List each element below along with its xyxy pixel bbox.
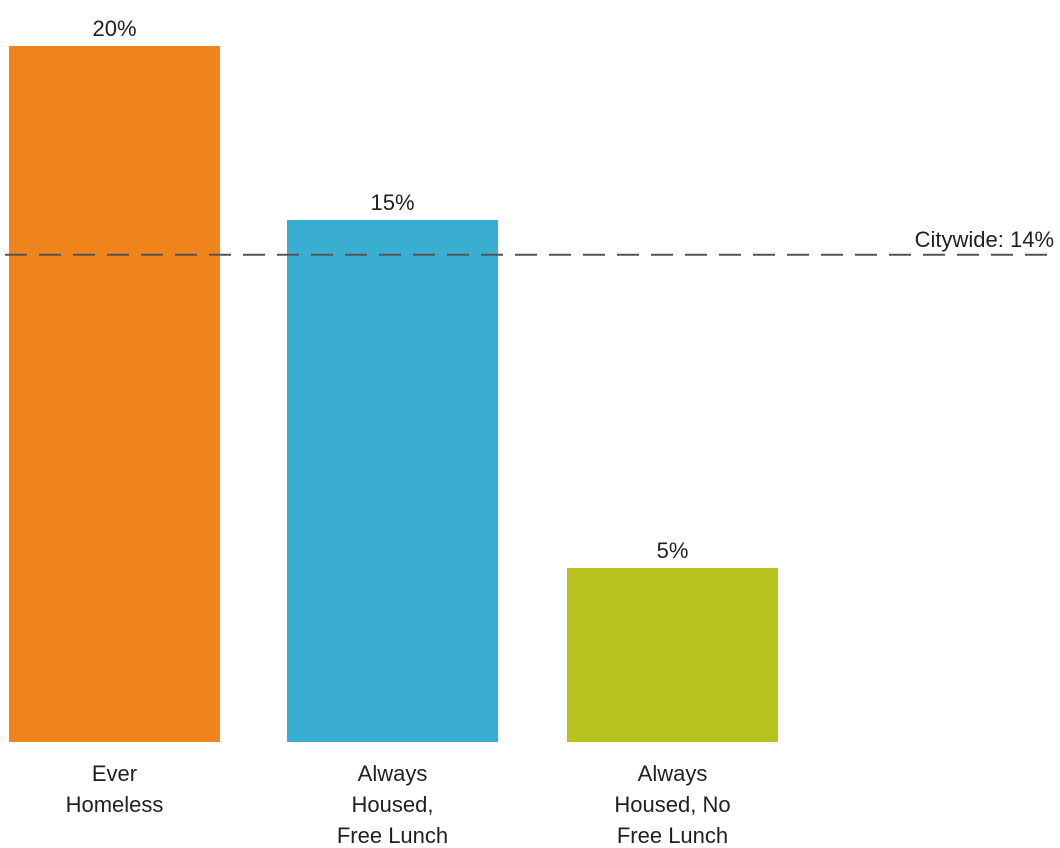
value-labels-group: 20% 15% 5%: [92, 16, 688, 563]
category-label-2-line-1: Always: [358, 761, 428, 786]
category-label-2-line-2: Housed,: [352, 792, 434, 817]
category-label-3-line-1: Always: [638, 761, 708, 786]
bar-1: [9, 46, 220, 742]
bars-group: [9, 46, 778, 742]
category-labels-group: Ever Homeless Always Housed, Free Lunch Alway…: [66, 761, 731, 848]
bar-2: [287, 220, 498, 742]
value-label-3: 5%: [657, 538, 689, 563]
category-label-1-line-1: Ever: [92, 761, 137, 786]
category-label-2-line-3: Free Lunch: [337, 823, 448, 848]
category-label-3-line-2: Housed, No: [614, 792, 730, 817]
value-label-2: 15%: [370, 190, 414, 215]
citywide-reference-label: Citywide: 14%: [915, 227, 1054, 252]
value-label-1: 20%: [92, 16, 136, 41]
category-label-3-line-3: Free Lunch: [617, 823, 728, 848]
category-label-1-line-2: Homeless: [66, 792, 164, 817]
bar-3: [567, 568, 778, 742]
